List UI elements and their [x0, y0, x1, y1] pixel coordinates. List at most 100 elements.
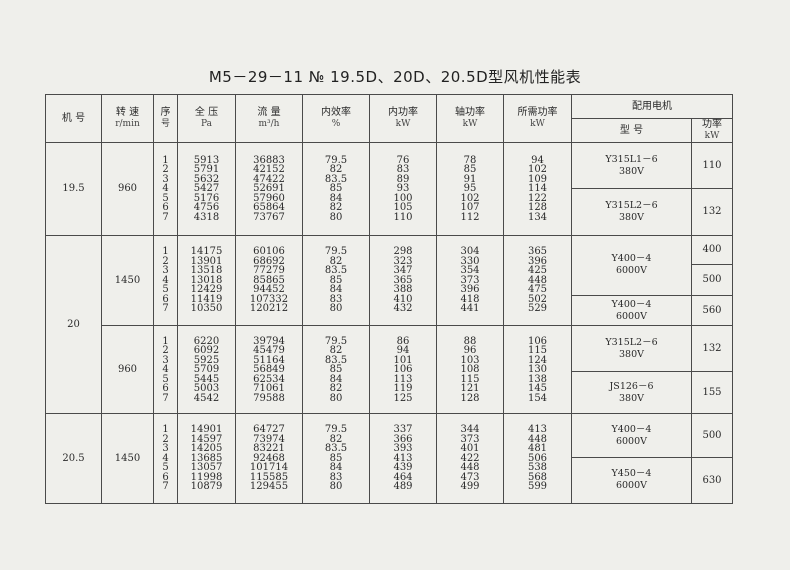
- cell-value: 489: [393, 481, 413, 493]
- machine-number: 20: [45, 234, 102, 415]
- cell-value: 124: [527, 354, 548, 366]
- cell-value: 4318: [193, 211, 220, 223]
- cell-value: 396: [460, 284, 480, 296]
- cell-value: 473: [460, 471, 480, 483]
- flow-column: 39794 45479 51164 56849 62534 71061 79588: [235, 325, 303, 415]
- header-speed: 转 速 r/min: [101, 93, 154, 144]
- cell-value: 13057: [190, 462, 223, 474]
- header-row: 机 号 转 速 r/min 序号 全 压 Pa 流 量 m³/h 内效率% 内功率 kW…: [45, 93, 733, 144]
- cell-value: 82: [329, 345, 343, 357]
- shaft-power-column: 304 330 354 373 396 418 441: [436, 234, 504, 327]
- cell-value: 365: [393, 274, 413, 286]
- cell-value: 84: [329, 284, 343, 296]
- motor-model: Y315L2－6 380V: [571, 188, 692, 236]
- cell-value: 388: [393, 284, 413, 296]
- cell-value: 568: [527, 471, 548, 483]
- required-power-column: 413 448 481 506 538 568 599: [503, 413, 572, 504]
- cell-value: 115: [527, 345, 548, 357]
- shaft-power-column: 78 85 91 95 102 107 112: [436, 142, 504, 236]
- cell-value: 82: [329, 255, 343, 267]
- motor-model: Y315L1－6 380V: [571, 142, 692, 190]
- cell-value: 129455: [249, 481, 289, 493]
- cell-value: 347: [393, 265, 413, 277]
- required-power-column: 94 102 109 114 122 128 134: [503, 142, 572, 236]
- motor-model: Y400－4 6000V: [571, 234, 692, 296]
- cell-value: 130: [527, 364, 548, 376]
- cell-value: 80: [329, 392, 343, 404]
- cell-value: 441: [460, 303, 480, 315]
- cell-value: 5: [162, 462, 169, 474]
- cell-value: 60106: [253, 246, 285, 258]
- required-power-column: 106 115 124 130 138 145 154: [503, 325, 572, 415]
- cell-value: 154: [527, 392, 548, 404]
- cell-value: 5445: [193, 373, 220, 385]
- cell-value: 95: [463, 183, 477, 195]
- cell-value: 418: [460, 293, 480, 305]
- cell-value: 413: [393, 452, 413, 464]
- cell-value: 138: [527, 373, 548, 385]
- cell-value: 393: [393, 443, 413, 455]
- flow-column: 36883 42152 47422 52691 57960 65864 73767: [235, 142, 303, 236]
- cell-value: 432: [393, 303, 413, 315]
- cell-value: 83.5: [324, 173, 348, 185]
- speed-value: 960: [101, 142, 154, 236]
- cell-value: 57960: [253, 192, 285, 204]
- motor-power: 400: [691, 234, 733, 265]
- cell-value: 304: [460, 246, 480, 258]
- cell-value: 14175: [190, 246, 223, 258]
- motor-power: 132: [691, 188, 733, 236]
- cell-value: 85865: [253, 274, 285, 286]
- cell-value: 506: [527, 452, 548, 464]
- cell-value: 413: [527, 424, 548, 436]
- cell-value: 103: [460, 354, 480, 366]
- cell-value: 94: [396, 345, 410, 357]
- cell-value: 68692: [253, 255, 285, 267]
- cell-value: 107: [460, 202, 480, 214]
- header-motor-model: 型 号: [571, 118, 692, 144]
- cell-value: 373: [460, 274, 480, 286]
- cell-value: 120212: [249, 303, 289, 315]
- group-19-5-lower: Y315L2－6 380V 132: [46, 188, 733, 236]
- cell-value: 78: [463, 154, 477, 166]
- cell-value: 93: [396, 183, 410, 195]
- cell-value: 1: [162, 154, 169, 166]
- cell-value: 122: [527, 192, 548, 204]
- cell-value: 448: [527, 433, 548, 445]
- cell-value: 73767: [253, 211, 285, 223]
- cell-value: 84: [329, 462, 343, 474]
- header-flow: 流 量 m³/h: [235, 93, 303, 144]
- cell-value: 3: [162, 354, 169, 366]
- cell-value: 2: [162, 345, 169, 357]
- cell-value: 83.5: [324, 443, 348, 455]
- motor-model: Y400－4 6000V: [571, 294, 692, 327]
- cell-value: 89: [396, 173, 410, 185]
- cell-value: 7: [162, 392, 169, 404]
- cell-value: 113: [393, 373, 413, 385]
- cell-value: 7: [162, 481, 169, 493]
- cell-value: 79.5: [324, 246, 348, 258]
- cell-value: 1: [162, 424, 169, 436]
- cell-value: 4: [162, 274, 169, 286]
- cell-value: 439: [393, 462, 413, 474]
- cell-value: 62534: [253, 373, 285, 385]
- cell-value: 79.5: [324, 335, 348, 347]
- cell-value: 83: [396, 164, 410, 176]
- internal-power-column: 86 94 101 106 113 119 125: [369, 325, 437, 415]
- motor-power: 500: [691, 413, 733, 458]
- cell-value: 52691: [253, 183, 285, 195]
- cell-value: 481: [527, 443, 548, 455]
- group-20-1450-row-c: Y400－4 6000V 560: [46, 294, 733, 327]
- cell-value: 401: [460, 443, 480, 455]
- pressure-column: 14901 14597 14205 13685 13057 11998 10879: [177, 413, 236, 504]
- cell-value: 106: [527, 335, 548, 347]
- cell-value: 82: [329, 383, 343, 395]
- machine-number: 20.5: [45, 413, 102, 504]
- cell-value: 79.5: [324, 154, 348, 166]
